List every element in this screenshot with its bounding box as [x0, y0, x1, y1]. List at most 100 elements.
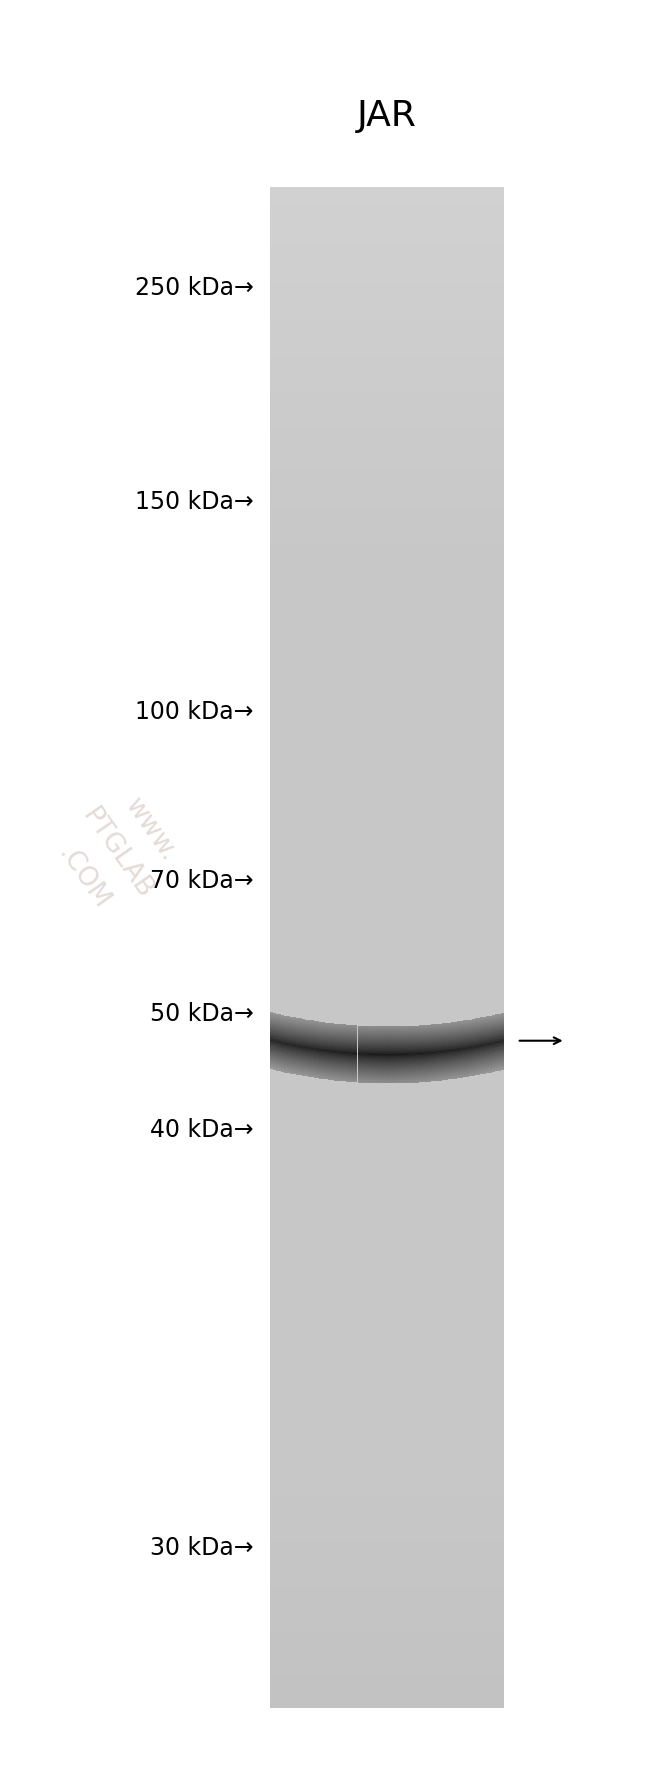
Bar: [270, 688, 504, 692]
Bar: [270, 1446, 504, 1450]
Bar: [270, 872, 504, 875]
Bar: [270, 1046, 504, 1050]
Bar: [270, 1605, 504, 1608]
Bar: [270, 427, 504, 431]
Bar: [270, 1388, 504, 1393]
Text: www.
PTGLAB
.COM: www. PTGLAB .COM: [42, 779, 192, 929]
Bar: [270, 1340, 504, 1343]
Bar: [270, 358, 504, 361]
Bar: [270, 704, 504, 708]
Bar: [270, 514, 504, 518]
Bar: [270, 665, 504, 669]
Bar: [270, 598, 504, 601]
Bar: [270, 487, 504, 491]
Bar: [270, 251, 504, 254]
Bar: [270, 799, 504, 802]
Bar: [270, 1582, 504, 1587]
Bar: [270, 1423, 504, 1427]
Bar: [270, 534, 504, 537]
Bar: [270, 761, 504, 765]
Bar: [270, 1220, 504, 1226]
Bar: [270, 1453, 504, 1457]
Bar: [270, 989, 504, 993]
Bar: [270, 731, 504, 735]
Bar: [270, 1069, 504, 1073]
Bar: [270, 454, 504, 457]
Bar: [270, 1286, 504, 1290]
Bar: [270, 1567, 504, 1571]
Bar: [270, 457, 504, 461]
Bar: [270, 1598, 504, 1601]
Bar: [270, 722, 504, 728]
Bar: [270, 719, 504, 722]
Bar: [270, 1313, 504, 1316]
Bar: [270, 194, 504, 197]
Bar: [270, 1537, 504, 1541]
Bar: [270, 555, 504, 559]
Bar: [270, 548, 504, 551]
Bar: [270, 1247, 504, 1252]
Bar: [270, 1525, 504, 1530]
Bar: [270, 568, 504, 571]
Bar: [270, 1464, 504, 1468]
Bar: [270, 863, 504, 868]
Bar: [270, 1012, 504, 1016]
Bar: [270, 1571, 504, 1574]
Bar: [270, 1137, 504, 1142]
Bar: [270, 1260, 504, 1263]
Bar: [270, 1670, 504, 1674]
Bar: [270, 1110, 504, 1115]
Bar: [270, 1252, 504, 1256]
Bar: [270, 1514, 504, 1517]
Bar: [270, 825, 504, 829]
Bar: [270, 468, 504, 471]
Bar: [270, 591, 504, 594]
Bar: [270, 507, 504, 511]
Bar: [270, 859, 504, 863]
Bar: [270, 925, 504, 929]
Bar: [270, 461, 504, 464]
Bar: [270, 1384, 504, 1388]
Bar: [270, 1076, 504, 1080]
Bar: [270, 745, 504, 749]
Bar: [270, 1119, 504, 1123]
Bar: [270, 1277, 504, 1283]
Bar: [270, 1688, 504, 1692]
Bar: [270, 415, 504, 418]
Bar: [270, 681, 504, 685]
Bar: [270, 952, 504, 955]
Bar: [270, 582, 504, 585]
Bar: [270, 1430, 504, 1434]
Bar: [270, 313, 504, 317]
Bar: [270, 1644, 504, 1647]
Bar: [270, 480, 504, 484]
Bar: [270, 1160, 504, 1163]
Bar: [270, 708, 504, 712]
Bar: [270, 347, 504, 350]
Bar: [270, 1172, 504, 1176]
Bar: [270, 1035, 504, 1039]
Bar: [270, 776, 504, 779]
Bar: [270, 1187, 504, 1190]
Bar: [270, 423, 504, 427]
Bar: [270, 1146, 504, 1149]
Bar: [270, 441, 504, 445]
Bar: [270, 978, 504, 982]
Bar: [270, 1704, 504, 1708]
Bar: [270, 1450, 504, 1453]
Bar: [270, 1304, 504, 1309]
Bar: [270, 624, 504, 628]
Bar: [270, 939, 504, 943]
Bar: [270, 1678, 504, 1681]
Bar: [270, 916, 504, 922]
Bar: [270, 594, 504, 598]
Bar: [270, 1270, 504, 1274]
Bar: [270, 608, 504, 612]
Bar: [270, 327, 504, 331]
Bar: [270, 1434, 504, 1437]
Bar: [270, 278, 504, 281]
Bar: [270, 1457, 504, 1461]
Bar: [270, 811, 504, 815]
Bar: [270, 932, 504, 936]
Bar: [270, 1468, 504, 1471]
